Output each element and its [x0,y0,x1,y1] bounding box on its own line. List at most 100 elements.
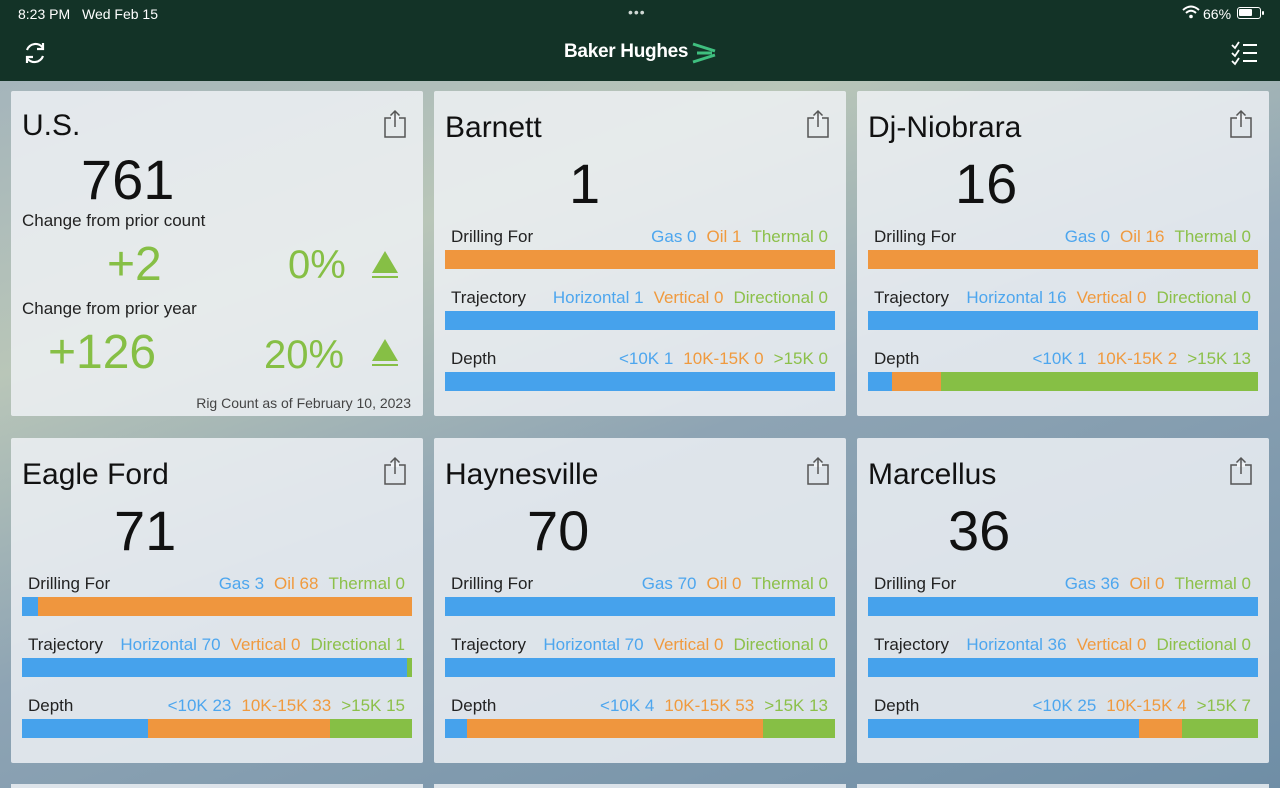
drilling-for-bar [868,250,1258,269]
drilling-for-orange-segment [38,597,412,616]
drilling-for-label: Drilling For [874,227,957,246]
depth-bar [868,372,1258,391]
battery-icon [1237,7,1264,19]
drilling-for-blue-segment [868,597,1258,616]
drilling-for-thermal-value: Thermal 0 [328,574,405,593]
trajectory-horizontal-value: Horizontal 36 [966,635,1067,654]
drilling-for-bar [445,597,835,616]
card-title: Marcellus [868,458,997,491]
trajectory-bar [868,658,1258,677]
drilling-for-label: Drilling For [28,574,111,593]
trajectory-label: Trajectory [28,635,103,654]
trajectory-blue-segment [868,658,1258,677]
trajectory-bar [445,311,835,330]
depth-blue-segment [868,372,893,391]
drilling-for-gas-value: Gas 70 [641,574,697,593]
drilling-for-thermal-value: Thermal 0 [1174,574,1251,593]
basin-card-barnett[interactable]: Barnett 1 Drilling For Gas 0 Oil 1 Thermal 0… [434,91,846,416]
trajectory-bar [22,658,412,677]
us-rig-count: 761 [81,148,175,211]
depth-mid-value: 10K-15K 53 [664,696,755,715]
drilling-for-thermal-value: Thermal 0 [1174,227,1251,246]
depth-mid-value: 10K-15K 2 [1096,349,1178,368]
trajectory-bar [868,311,1258,330]
basin-card-dj-niobrara[interactable]: Dj-Niobrara 16 Drilling For Gas 0 Oil 16 The… [857,91,1269,416]
brand-logo-icon [692,42,716,64]
trajectory-vertical-value: Vertical 0 [230,635,301,654]
drilling-for-orange-segment [868,250,1258,269]
depth-label: Depth [28,696,74,715]
checklist-icon[interactable] [1230,40,1258,66]
depth-stats: <10K 1 10K-15K 2 >15K 13 [1022,349,1251,369]
drilling-for-stats: Gas 3 Oil 68 Thermal 0 [209,574,405,594]
basin-rig-count: 36 [948,499,1011,562]
share-icon[interactable] [1229,456,1253,486]
depth-deep-value: >15K 7 [1196,696,1251,715]
depth-blue-segment [445,719,468,738]
multitask-dots-icon[interactable]: ••• [628,4,646,20]
basin-card-marcellus[interactable]: Marcellus 36 Drilling For Gas 36 Oil 0 Therm… [857,438,1269,763]
prior-count-pct: 0% [288,243,346,287]
drilling-for-thermal-value: Thermal 0 [751,574,828,593]
refresh-icon[interactable] [22,40,48,66]
depth-bar [868,719,1258,738]
trajectory-directional-value: Directional 0 [733,635,829,654]
prior-year-label: Change from prior year [22,299,197,318]
basin-rig-count: 16 [955,152,1018,215]
drilling-for-orange-segment [445,250,835,269]
trajectory-label: Trajectory [451,635,526,654]
basin-rig-count: 70 [527,499,590,562]
depth-orange-segment [892,372,942,391]
drilling-for-bar [445,250,835,269]
share-icon[interactable] [1229,109,1253,139]
prior-year-change: +126 [48,326,157,379]
basin-card-haynesville[interactable]: Haynesville 70 Drilling For Gas 70 Oil 0 The… [434,438,846,763]
depth-shallow-value: <10K 1 [1032,349,1087,368]
trajectory-directional-value: Directional 0 [1156,288,1252,307]
brand-logo-text: Baker Hughes [564,41,689,62]
card-title: Barnett [445,111,542,144]
trajectory-label: Trajectory [874,635,949,654]
drilling-for-bar [22,597,412,616]
card-title: Dj-Niobrara [868,111,1022,144]
basin-card-eagle-ford[interactable]: Eagle Ford 71 Drilling For Gas 3 Oil 68 Ther… [11,438,423,763]
trajectory-horizontal-value: Horizontal 70 [543,635,644,654]
depth-shallow-value: <10K 4 [600,696,655,715]
card-next-row[interactable] [434,784,846,788]
prior-year-pct: 20% [264,333,345,377]
basin-rig-count: 71 [114,499,177,562]
depth-mid-value: 10K-15K 0 [683,349,764,368]
share-icon[interactable] [383,109,407,139]
drilling-for-gas-value: Gas 0 [651,227,697,246]
prior-count-label: Change from prior count [22,211,206,230]
depth-bar [445,719,835,738]
depth-label: Depth [874,349,920,368]
drilling-for-blue-segment [22,597,39,616]
card-next-row[interactable] [11,784,423,788]
status-date: Wed Feb 15 [82,6,159,22]
trajectory-directional-value: Directional 0 [1156,635,1252,654]
drilling-for-thermal-value: Thermal 0 [751,227,828,246]
share-icon[interactable] [806,456,830,486]
trajectory-vertical-value: Vertical 0 [653,288,724,307]
trajectory-stats: Horizontal 70 Vertical 0 Directional 0 [533,635,828,655]
basin-rig-count: 1 [569,152,601,215]
trajectory-directional-value: Directional 0 [733,288,829,307]
us-summary-card[interactable]: U.S. 761 Change from prior count +2 0% C… [11,91,423,416]
drilling-for-gas-value: Gas 0 [1064,227,1111,246]
rig-count-date: Rig Count as of February 10, 2023 [196,395,411,411]
drilling-for-label: Drilling For [874,574,957,593]
depth-orange-segment [467,719,763,738]
depth-deep-value: >15K 0 [773,349,828,368]
trajectory-label: Trajectory [874,288,949,307]
trajectory-horizontal-value: Horizontal 1 [552,288,644,307]
depth-mid-value: 10K-15K 33 [241,696,332,715]
depth-label: Depth [874,696,920,715]
share-icon[interactable] [383,456,407,486]
depth-bar [445,372,835,391]
depth-shallow-value: <10K 23 [167,696,232,715]
share-icon[interactable] [806,109,830,139]
trajectory-vertical-value: Vertical 0 [1076,288,1147,307]
drilling-for-stats: Gas 36 Oil 0 Thermal 0 [1055,574,1251,594]
card-next-row[interactable] [857,784,1269,788]
